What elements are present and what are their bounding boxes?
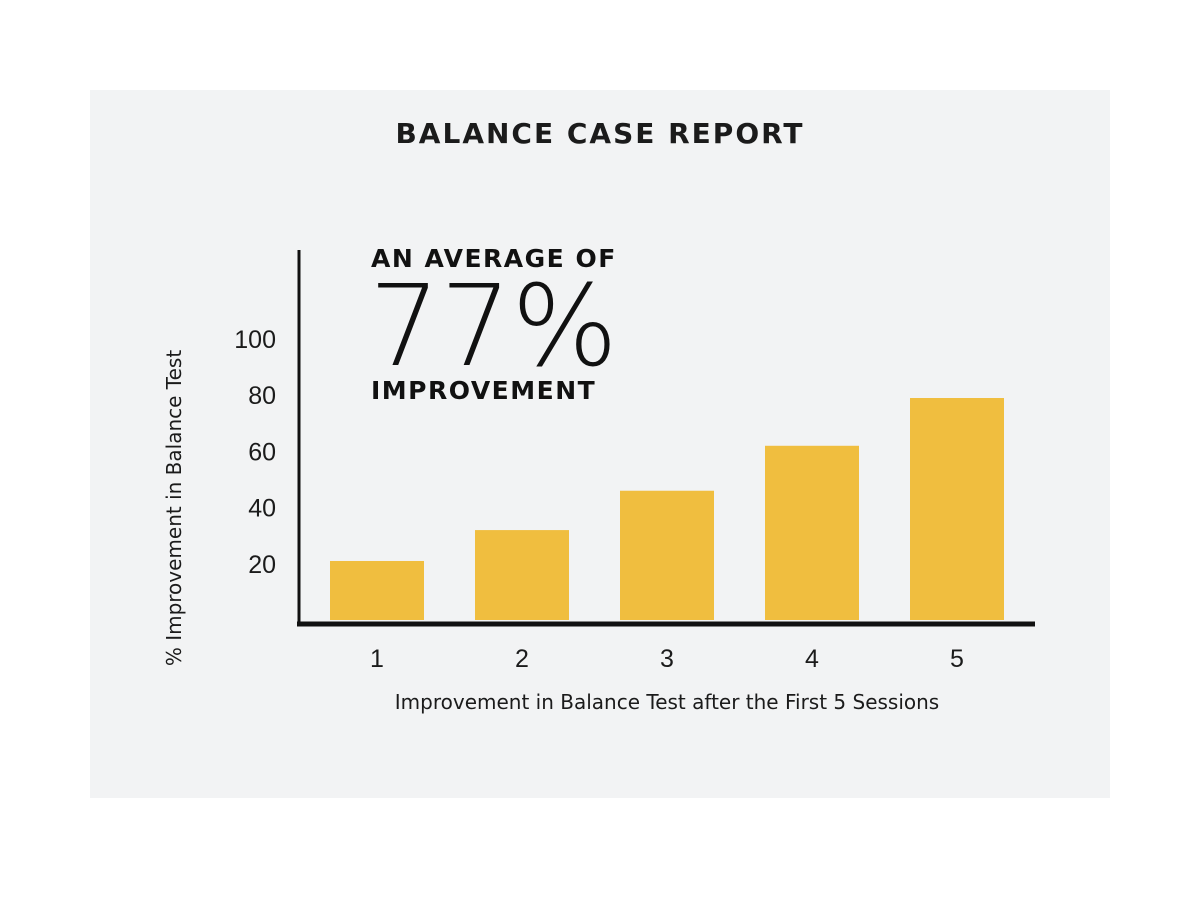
bar-4 (765, 445, 859, 620)
chart-title: BALANCE CASE REPORT (395, 117, 804, 150)
callout-line-1: AN AVERAGE OF (371, 244, 617, 273)
y-tick-label: 40 (248, 495, 276, 523)
bars (330, 398, 1004, 620)
y-tick-label: 60 (248, 438, 276, 466)
bar-1 (330, 560, 424, 620)
y-tick-label: 80 (248, 382, 276, 410)
bar-chart: BALANCE CASE REPORT % Improvement in Bal… (162, 117, 1035, 714)
average-callout: AN AVERAGE OF 77% IMPROVEMENT (369, 244, 618, 405)
callout-line-3: IMPROVEMENT (371, 376, 596, 405)
chart-panel: BALANCE CASE REPORT % Improvement in Bal… (90, 90, 1110, 798)
bar-2 (475, 530, 569, 620)
x-tick-label: 1 (370, 645, 384, 673)
callout-percentage: 77% (369, 262, 618, 392)
bar-3 (620, 490, 714, 620)
x-tick-label: 5 (950, 645, 964, 673)
x-tick-labels: 1 2 3 4 5 (370, 645, 964, 673)
y-tick-label: 100 (234, 326, 276, 354)
bar-5 (910, 398, 1004, 620)
x-tick-label: 4 (805, 645, 819, 673)
y-axis-label: % Improvement in Balance Test (162, 350, 186, 667)
y-tick-label: 20 (248, 551, 276, 579)
x-tick-label: 3 (660, 645, 674, 673)
x-tick-label: 2 (515, 645, 529, 673)
x-axis-label: Improvement in Balance Test after the Fi… (395, 690, 939, 714)
y-tick-labels: 20 40 60 80 100 (234, 326, 276, 579)
